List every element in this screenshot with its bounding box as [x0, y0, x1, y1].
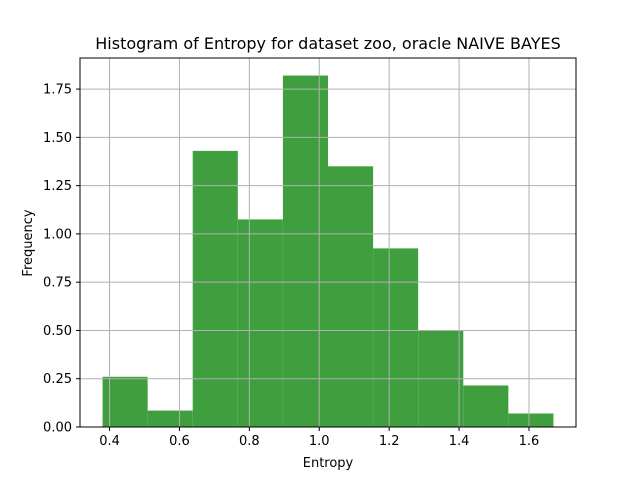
- x-tick-label: 1.4: [449, 434, 470, 449]
- plot-frame: [79, 57, 577, 428]
- chart-title: Histogram of Entropy for dataset zoo, or…: [95, 34, 561, 53]
- y-tick-label: 0.25: [43, 372, 72, 387]
- y-axis-label: Frequency: [21, 209, 36, 276]
- x-tick-label: 0.8: [239, 434, 260, 449]
- y-tick-label: 1.25: [43, 179, 72, 194]
- y-tick-label: 0.75: [43, 276, 72, 291]
- y-tick-label: 1.50: [43, 131, 72, 146]
- x-tick-label: 0.6: [169, 434, 190, 449]
- y-tick-label: 1.75: [43, 83, 72, 98]
- histogram-bar: [102, 376, 148, 427]
- histogram-bar: [508, 413, 554, 427]
- histogram-bar: [373, 248, 419, 427]
- y-tick-label: 0.50: [43, 324, 72, 339]
- histogram-bar: [237, 219, 283, 427]
- x-tick-label: 1.6: [519, 434, 540, 449]
- histogram-bar: [192, 150, 238, 427]
- bars: [102, 75, 554, 428]
- x-tick-label: 1.0: [309, 434, 330, 449]
- x-tick-label: 1.2: [379, 434, 400, 449]
- ticks: 0.4 0.6 0.8 1.0 1.2 1.4 1.6 0.00 0.25 0.50 0.75 1.0…: [43, 83, 539, 449]
- histogram-bar: [463, 385, 509, 427]
- histogram-bar: [328, 166, 374, 428]
- histogram-bar: [282, 75, 328, 428]
- histogram-bar: [147, 410, 193, 427]
- x-axis-label: Entropy: [303, 456, 354, 471]
- y-tick-label: 1.00: [43, 227, 72, 242]
- y-tick-label: 0.00: [43, 421, 72, 436]
- x-tick-label: 0.4: [99, 434, 120, 449]
